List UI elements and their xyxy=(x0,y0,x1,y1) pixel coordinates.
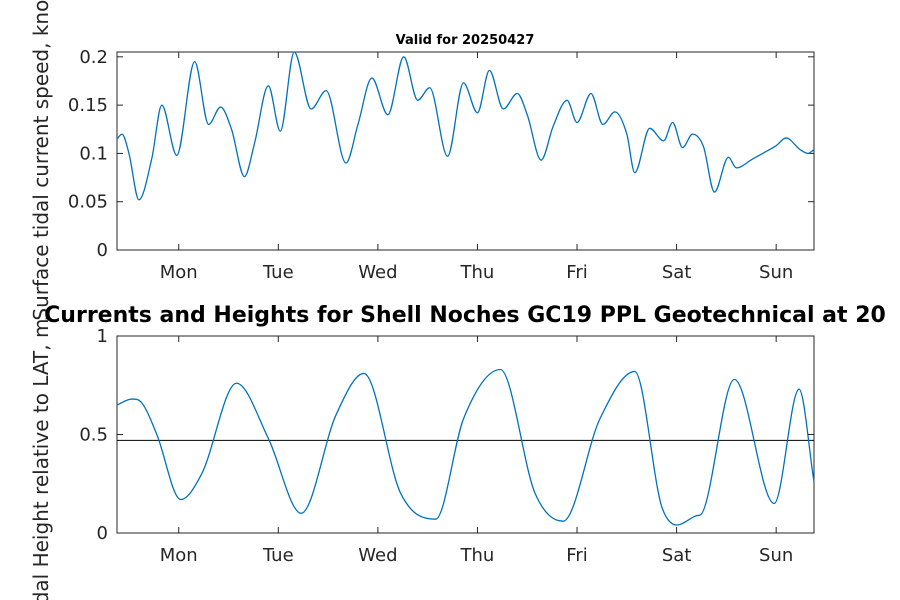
tidal-height-x-tick-label: Wed xyxy=(358,545,397,566)
current-speed-x-tick-label: Sat xyxy=(662,262,692,283)
tidal-height-x-tick-label: Fri xyxy=(566,545,587,566)
current-speed-plot-title: Valid for 20250427 xyxy=(396,33,535,48)
current-speed-x-tick-label: Mon xyxy=(160,262,198,283)
current-speed-y-tick-label: 0 xyxy=(97,240,108,261)
current-speed-x-tick-label: Tue xyxy=(262,262,294,283)
tidal-height-x-tick-label: Sat xyxy=(662,545,692,566)
tidal-height-plot: 00.51 Mon Tue Wed Thu Fri Sat Sun Currents and… xyxy=(29,303,886,600)
tidal-height-y-tick-label: 0.5 xyxy=(79,425,108,446)
current-speed-x-tick-label: Wed xyxy=(358,262,397,283)
current-speed-y-tick-label: 0.15 xyxy=(68,95,108,116)
tidal-height-y-tick-label: 0 xyxy=(97,523,108,544)
tidal-height-y-axis-label: Tidal Height relative to LAT, m xyxy=(29,319,53,600)
current-speed-y-tick-label: 0.05 xyxy=(68,192,108,213)
current-speed-y-tick-label: 0.1 xyxy=(79,143,108,164)
tidal-height-x-tick-label: Tue xyxy=(262,545,294,566)
tidal-height-y-ticks: 00.51 xyxy=(79,326,814,544)
current-speed-y-axis-label: Surface tidal current speed, knots xyxy=(29,0,53,321)
current-speed-x-ticks: Mon Tue Wed Thu Fri Sat Sun xyxy=(160,52,793,283)
tidal-height-x-ticks: Mon Tue Wed Thu Fri Sat Sun xyxy=(160,336,793,566)
current-speed-y-tick-label: 0.2 xyxy=(79,47,108,68)
current-speed-x-tick-label: Sun xyxy=(759,262,793,283)
current-speed-plot: Valid for 20250427 Surface tidal current… xyxy=(29,0,815,321)
tidal-height-plot-title: Currents and Heights for Shell Noches GC… xyxy=(44,303,886,328)
current-speed-series-line xyxy=(116,51,815,201)
tidal-height-y-tick-label: 1 xyxy=(97,326,108,347)
current-speed-axes-frame xyxy=(116,51,815,251)
tidal-height-x-tick-label: Sun xyxy=(759,545,793,566)
current-speed-y-ticks: 0 0.05 0.1 0.15 0.2 xyxy=(68,47,814,261)
tidal-height-x-tick-label: Thu xyxy=(460,545,495,566)
current-speed-x-tick-label: Fri xyxy=(566,262,587,283)
tidal-height-series-line xyxy=(116,368,815,526)
tidal-height-axes-frame xyxy=(116,335,815,534)
tidal-height-x-tick-label: Mon xyxy=(160,545,198,566)
current-speed-x-tick-label: Thu xyxy=(460,262,495,283)
